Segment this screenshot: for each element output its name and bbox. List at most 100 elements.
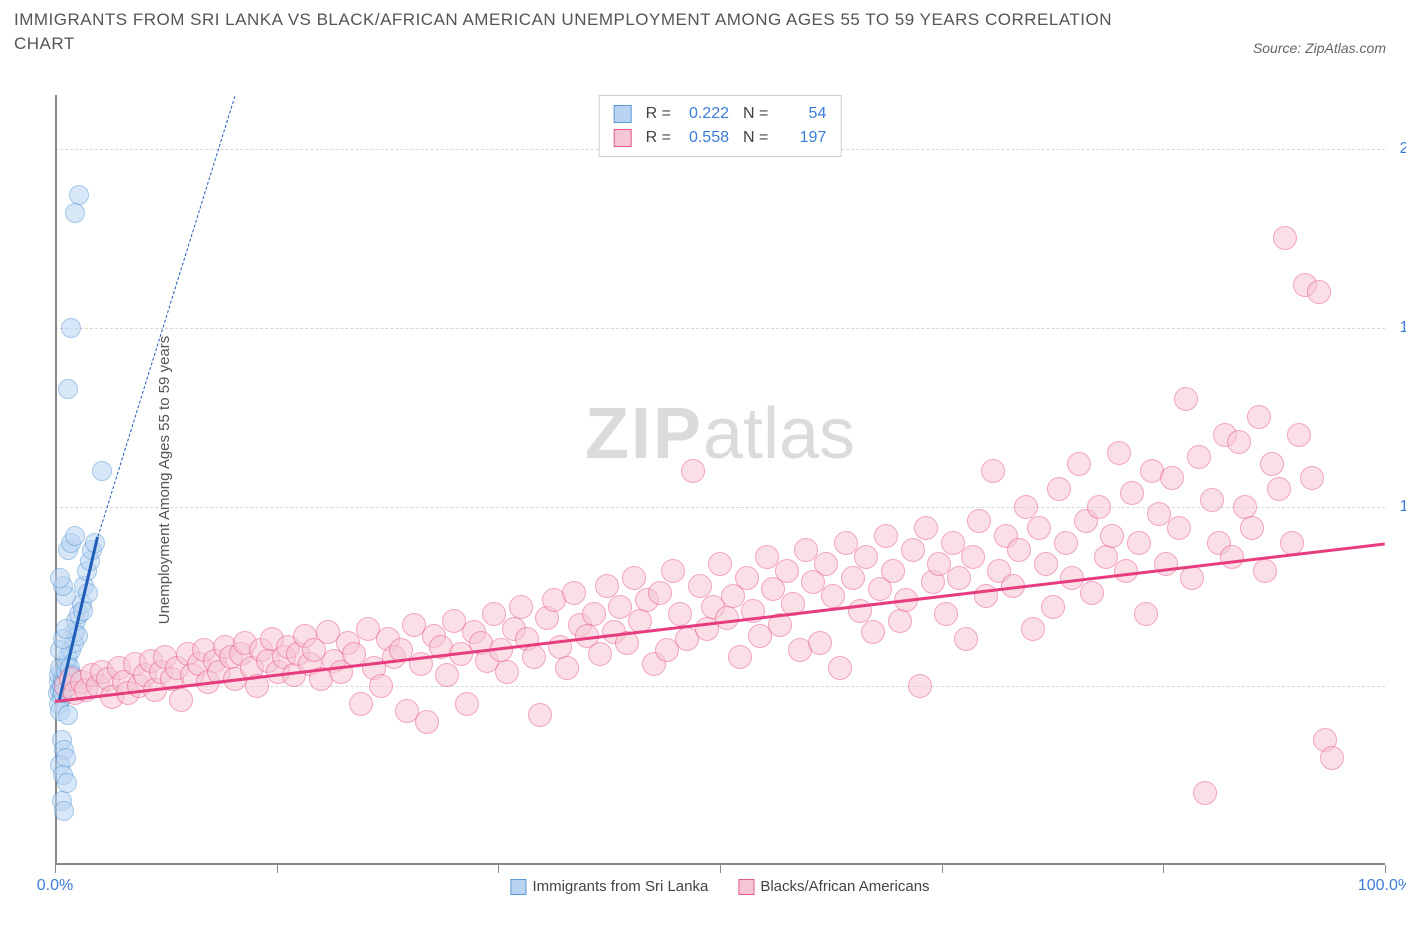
scatter-point-black_aa (1267, 477, 1291, 501)
x-tick (1385, 865, 1386, 873)
legend-r-value: 0.558 (679, 126, 729, 150)
scatter-point-black_aa (1174, 387, 1198, 411)
chart-area: Unemployment Among Ages 55 to 59 years 5… (55, 95, 1385, 865)
scatter-point-black_aa (814, 552, 838, 576)
legend-n-label: N = (743, 102, 768, 126)
y-tick-label: 20.0% (1390, 140, 1406, 158)
y-tick-label: 10.0% (1390, 498, 1406, 516)
scatter-point-black_aa (582, 602, 606, 626)
scatter-point-black_aa (1200, 488, 1224, 512)
scatter-point-black_aa (1167, 516, 1191, 540)
legend-row-sri_lanka: R =0.222N =54 (614, 102, 827, 126)
scatter-point-sri_lanka (65, 203, 85, 223)
scatter-point-black_aa (841, 566, 865, 590)
scatter-point-black_aa (349, 692, 373, 716)
legend-box: R =0.222N =54R =0.558N =197 (599, 95, 842, 157)
scatter-point-black_aa (1034, 552, 1058, 576)
scatter-point-black_aa (1280, 531, 1304, 555)
scatter-point-black_aa (1253, 559, 1277, 583)
scatter-point-black_aa (1100, 524, 1124, 548)
scatter-point-black_aa (1134, 602, 1158, 626)
scatter-point-black_aa (1127, 531, 1151, 555)
scatter-point-black_aa (735, 566, 759, 590)
scatter-point-black_aa (715, 606, 739, 630)
plot-area: 5.0%10.0%15.0%20.0%0.0%100.0% (55, 95, 1385, 865)
scatter-point-black_aa (967, 509, 991, 533)
x-tick (942, 865, 943, 873)
scatter-point-black_aa (954, 627, 978, 651)
chart-title: IMMIGRANTS FROM SRI LANKA VS BLACK/AFRIC… (14, 8, 1114, 56)
scatter-point-black_aa (1007, 538, 1031, 562)
scatter-point-black_aa (1220, 545, 1244, 569)
scatter-point-sri_lanka (50, 568, 70, 588)
scatter-point-black_aa (728, 645, 752, 669)
scatter-point-black_aa (888, 609, 912, 633)
scatter-point-black_aa (1087, 495, 1111, 519)
scatter-point-black_aa (1054, 531, 1078, 555)
x-legend-label: Blacks/African Americans (760, 878, 929, 895)
scatter-point-black_aa (509, 595, 533, 619)
scatter-point-black_aa (908, 674, 932, 698)
x-legend-item-black_aa: Blacks/African Americans (738, 878, 929, 895)
scatter-point-black_aa (1240, 516, 1264, 540)
scatter-point-black_aa (435, 663, 459, 687)
scatter-point-black_aa (775, 559, 799, 583)
scatter-point-sri_lanka (65, 526, 85, 546)
scatter-point-black_aa (1300, 466, 1324, 490)
scatter-point-black_aa (1247, 405, 1271, 429)
scatter-point-black_aa (1320, 746, 1344, 770)
scatter-point-sri_lanka (61, 318, 81, 338)
legend-swatch (738, 879, 754, 895)
x-legend-item-sri_lanka: Immigrants from Sri Lanka (510, 878, 708, 895)
scatter-point-black_aa (914, 516, 938, 540)
scatter-point-sri_lanka (56, 748, 76, 768)
scatter-point-black_aa (495, 660, 519, 684)
gridline (55, 328, 1385, 329)
scatter-point-black_aa (555, 656, 579, 680)
scatter-point-black_aa (1260, 452, 1284, 476)
scatter-point-sri_lanka (54, 801, 74, 821)
trend-line-dashed (97, 95, 235, 536)
scatter-point-black_aa (861, 620, 885, 644)
scatter-point-black_aa (1047, 477, 1071, 501)
scatter-point-black_aa (848, 599, 872, 623)
scatter-point-black_aa (981, 459, 1005, 483)
scatter-point-black_aa (688, 574, 712, 598)
scatter-point-sri_lanka (58, 379, 78, 399)
scatter-point-black_aa (681, 459, 705, 483)
legend-n-label: N = (743, 126, 768, 150)
scatter-point-black_aa (1041, 595, 1065, 619)
source-label: Source: ZipAtlas.com (1253, 40, 1386, 56)
legend-r-label: R = (646, 126, 671, 150)
scatter-point-black_aa (828, 656, 852, 680)
scatter-point-black_aa (415, 710, 439, 734)
scatter-point-black_aa (934, 602, 958, 626)
scatter-point-black_aa (1014, 495, 1038, 519)
legend-swatch (510, 879, 526, 895)
scatter-point-black_aa (901, 538, 925, 562)
scatter-point-black_aa (369, 674, 393, 698)
legend-r-value: 0.222 (679, 102, 729, 126)
scatter-point-black_aa (1154, 552, 1178, 576)
legend-swatch (614, 105, 632, 123)
x-tick (55, 865, 56, 873)
scatter-point-black_aa (1120, 481, 1144, 505)
x-legend: Immigrants from Sri Lanka Blacks/African … (510, 878, 929, 895)
legend-swatch (614, 129, 632, 147)
scatter-point-black_aa (1287, 423, 1311, 447)
scatter-point-black_aa (1160, 466, 1184, 490)
scatter-point-black_aa (1080, 581, 1104, 605)
scatter-point-black_aa (1273, 226, 1297, 250)
scatter-point-black_aa (562, 581, 586, 605)
scatter-point-black_aa (854, 545, 878, 569)
scatter-point-black_aa (821, 584, 845, 608)
scatter-point-black_aa (661, 559, 685, 583)
scatter-point-black_aa (947, 566, 971, 590)
x-tick (1163, 865, 1164, 873)
scatter-point-black_aa (708, 552, 732, 576)
legend-row-black_aa: R =0.558N =197 (614, 126, 827, 150)
scatter-point-black_aa (1233, 495, 1257, 519)
y-tick-label: 5.0% (1390, 677, 1406, 695)
scatter-point-black_aa (1193, 781, 1217, 805)
scatter-point-black_aa (961, 545, 985, 569)
